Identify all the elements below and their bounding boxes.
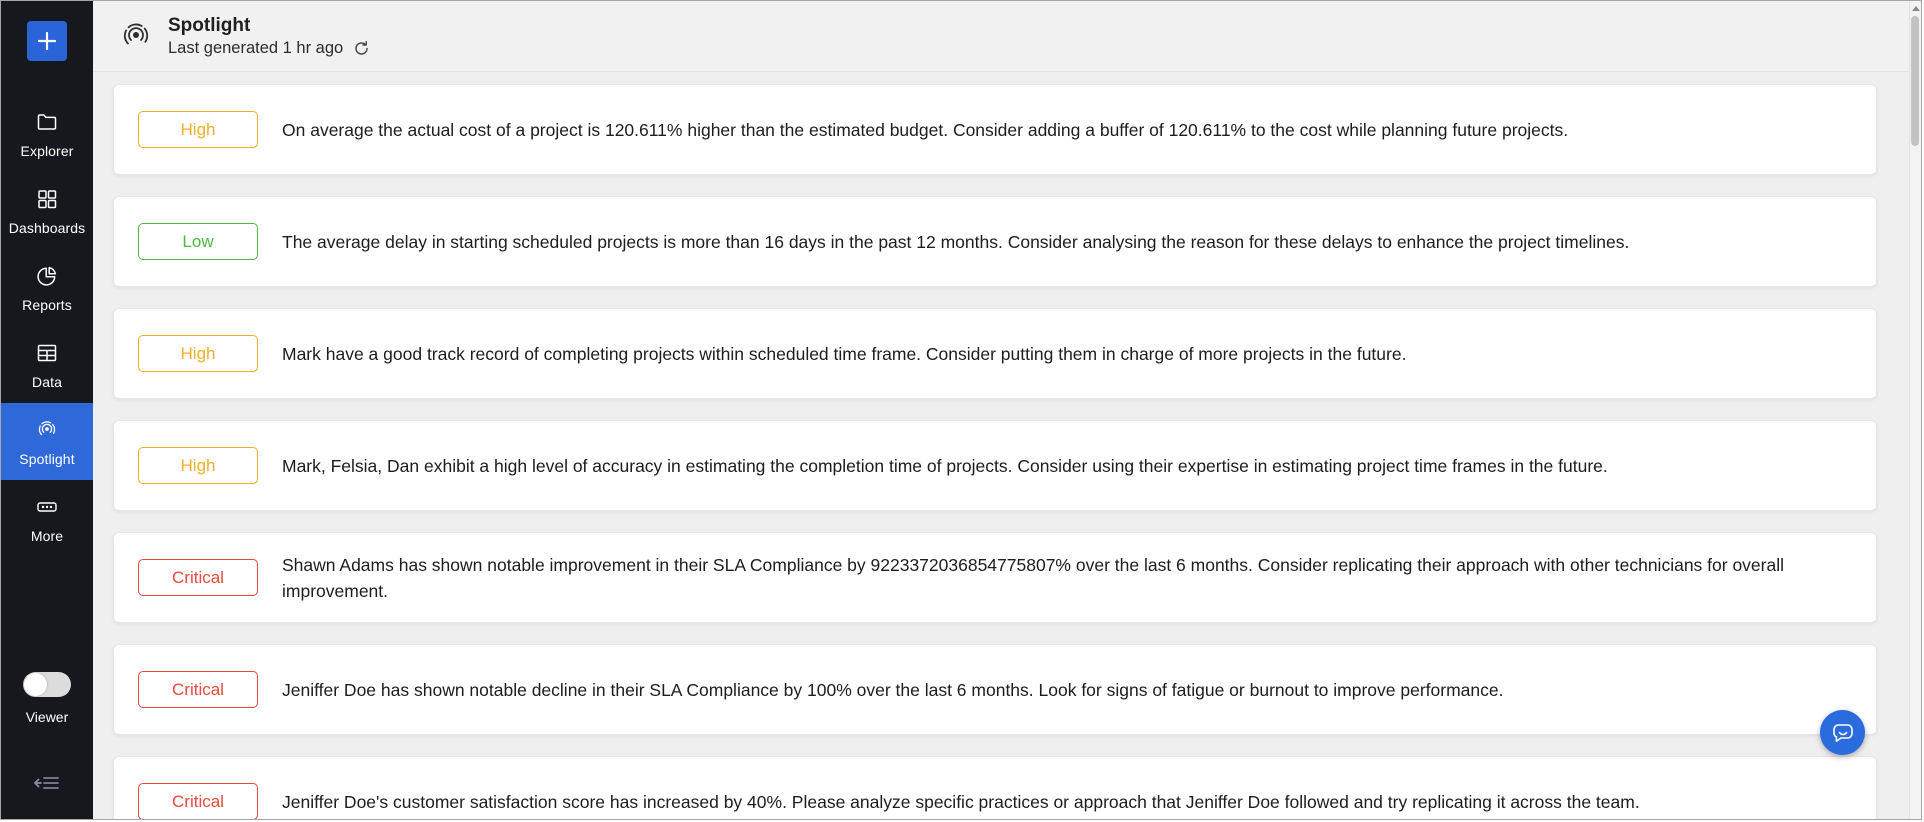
page-header: Spotlight Last generated 1 hr ago (93, 1, 1921, 72)
insight-card[interactable]: High On average the actual cost of a pro… (113, 84, 1877, 175)
insight-card[interactable]: Critical Jeniffer Doe's customer satisfa… (113, 756, 1877, 819)
scroll-up-arrow-icon[interactable] (1910, 3, 1921, 13)
sidebar-footer: Viewer (1, 672, 93, 819)
sidebar-item-label: Explorer (20, 143, 74, 159)
insight-text: Jeniffer Doe's customer satisfaction sco… (282, 791, 1640, 812)
chat-assistant-button[interactable] (1820, 710, 1865, 755)
insight-text: Jeniffer Doe has shown notable decline i… (282, 679, 1504, 700)
sidebar-item-label: More (30, 528, 64, 544)
sidebar-item-label: Reports (22, 297, 72, 313)
severity-badge: Critical (138, 671, 258, 708)
insight-text: On average the actual cost of a project … (282, 119, 1569, 140)
vertical-scrollbar[interactable] (1909, 1, 1921, 819)
severity-badge: High (138, 447, 258, 484)
sidebar: Explorer Dashboards Reports Data (1, 1, 93, 819)
insight-card[interactable]: Critical Jeniffer Doe has shown notable … (113, 644, 1877, 735)
sidebar-item-spotlight[interactable]: Spotlight (1, 403, 93, 480)
scrollbar-thumb[interactable] (1911, 16, 1919, 146)
insights-list: High On average the actual cost of a pro… (93, 72, 1921, 819)
refresh-icon (355, 40, 368, 55)
folder-icon (35, 110, 59, 134)
viewer-toggle-label: Viewer (25, 709, 69, 725)
severity-badge: Critical (138, 783, 258, 819)
sidebar-nav: Explorer Dashboards Reports Data (1, 95, 93, 557)
insight-card[interactable]: Critical Shawn Adams has shown notable i… (113, 532, 1877, 623)
sidebar-item-label: Data (32, 374, 62, 390)
insight-text: Shawn Adams has shown notable improvemen… (282, 554, 1785, 601)
spotlight-radar-icon (35, 418, 59, 442)
last-generated-text: Last generated 1 hr ago (168, 38, 344, 57)
sidebar-item-dashboards[interactable]: Dashboards (1, 172, 93, 249)
page-title: Spotlight (168, 14, 251, 36)
main-area: Spotlight Last generated 1 hr ago High O… (93, 1, 1921, 819)
insight-text: The average delay in starting scheduled … (282, 231, 1630, 252)
collapse-sidebar-button[interactable] (32, 771, 62, 795)
insight-text: Mark have a good track record of complet… (282, 343, 1407, 364)
insight-card[interactable]: High Mark have a good track record of co… (113, 308, 1877, 399)
table-icon (35, 341, 59, 365)
viewer-toggle[interactable] (23, 672, 71, 697)
insight-text: Mark, Felsia, Dan exhibit a high level o… (282, 455, 1608, 476)
ellipsis-icon (35, 495, 59, 519)
sidebar-item-data[interactable]: Data (1, 326, 93, 403)
create-new-button[interactable] (27, 21, 67, 61)
sidebar-item-reports[interactable]: Reports (1, 249, 93, 326)
spotlight-header-icon (123, 23, 149, 45)
severity-badge: High (138, 111, 258, 148)
sidebar-item-label: Spotlight (19, 451, 75, 467)
collapse-sidebar-icon (33, 777, 59, 789)
severity-badge: Critical (138, 559, 258, 596)
sidebar-item-explorer[interactable]: Explorer (1, 95, 93, 172)
toggle-knob (24, 673, 47, 696)
refresh-button[interactable] (353, 40, 370, 57)
dashboard-grid-icon (35, 187, 59, 211)
chat-assistant-icon (1832, 723, 1853, 742)
severity-badge: Low (138, 223, 258, 260)
sidebar-item-label: Dashboards (8, 220, 86, 236)
header-titles: Spotlight Last generated 1 hr ago (168, 15, 370, 58)
insight-card[interactable]: Low The average delay in starting schedu… (113, 196, 1877, 287)
severity-badge: High (138, 335, 258, 372)
pie-chart-icon (35, 264, 59, 288)
sidebar-item-more[interactable]: More (1, 480, 93, 557)
plus-icon (37, 31, 57, 51)
insight-card[interactable]: High Mark, Felsia, Dan exhibit a high le… (113, 420, 1877, 511)
